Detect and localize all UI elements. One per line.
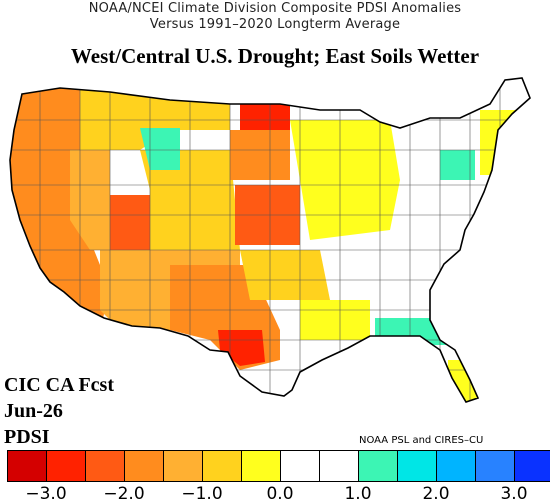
- region-north-dakota: [240, 100, 290, 130]
- legend-swatch: [8, 451, 47, 481]
- forecast-label-block: CIC CA Fcst Jun-26 PDSI: [4, 372, 114, 450]
- legend-tick-label: −1.0: [181, 484, 223, 504]
- forecast-date-label: Jun-26: [4, 400, 63, 422]
- legend-swatch: [125, 451, 164, 481]
- legend-swatch: [515, 451, 550, 481]
- legend-swatch: [476, 451, 515, 481]
- region-gulf-coast: [300, 300, 370, 340]
- legend-swatch: [86, 451, 125, 481]
- legend-swatch: [359, 451, 398, 481]
- region-central-texas: [218, 330, 265, 366]
- legend-swatch: [281, 451, 320, 481]
- legend-tick-label: −2.0: [103, 484, 145, 504]
- forecast-model-label: CIC CA Fcst: [4, 374, 114, 396]
- legend-swatch: [164, 451, 203, 481]
- region-carolinas-wet: [375, 318, 465, 345]
- legend-tick-label: 0.0: [266, 484, 294, 504]
- legend-swatch: [320, 451, 359, 481]
- credit-text: NOAA PSL and CIRES–CU: [359, 435, 484, 446]
- legend-swatch: [437, 451, 476, 481]
- chart-title-line1: NOAA/NCEI Climate Division Composite PDS…: [88, 1, 462, 16]
- headline: West/Central U.S. Drought; East Soils We…: [70, 44, 480, 68]
- legend-swatch: [47, 451, 86, 481]
- legend-swatch: [398, 451, 437, 481]
- division-lines-horizontal: [10, 119, 530, 371]
- region-utah: [110, 195, 150, 255]
- chart-title-line2: Versus 1991–2020 Longterm Average: [149, 17, 401, 32]
- region-mid-atlantic-wet: [440, 150, 475, 180]
- legend-swatch: [203, 451, 242, 481]
- region-south-dakota: [230, 130, 290, 180]
- legend-colorbar: [7, 450, 550, 482]
- legend-tick-label: 2.0: [422, 484, 450, 504]
- legend-tick-label: 1.0: [344, 484, 372, 504]
- legend-swatch: [242, 451, 281, 481]
- legend-tick-label: −3.0: [25, 484, 67, 504]
- region-oklahoma: [240, 250, 330, 300]
- forecast-variable-label: PDSI: [4, 426, 50, 448]
- legend-ticks: −3.0 −2.0 −1.0 0.0 1.0 2.0 3.0: [0, 484, 550, 504]
- legend-tick-label: 3.0: [500, 484, 528, 504]
